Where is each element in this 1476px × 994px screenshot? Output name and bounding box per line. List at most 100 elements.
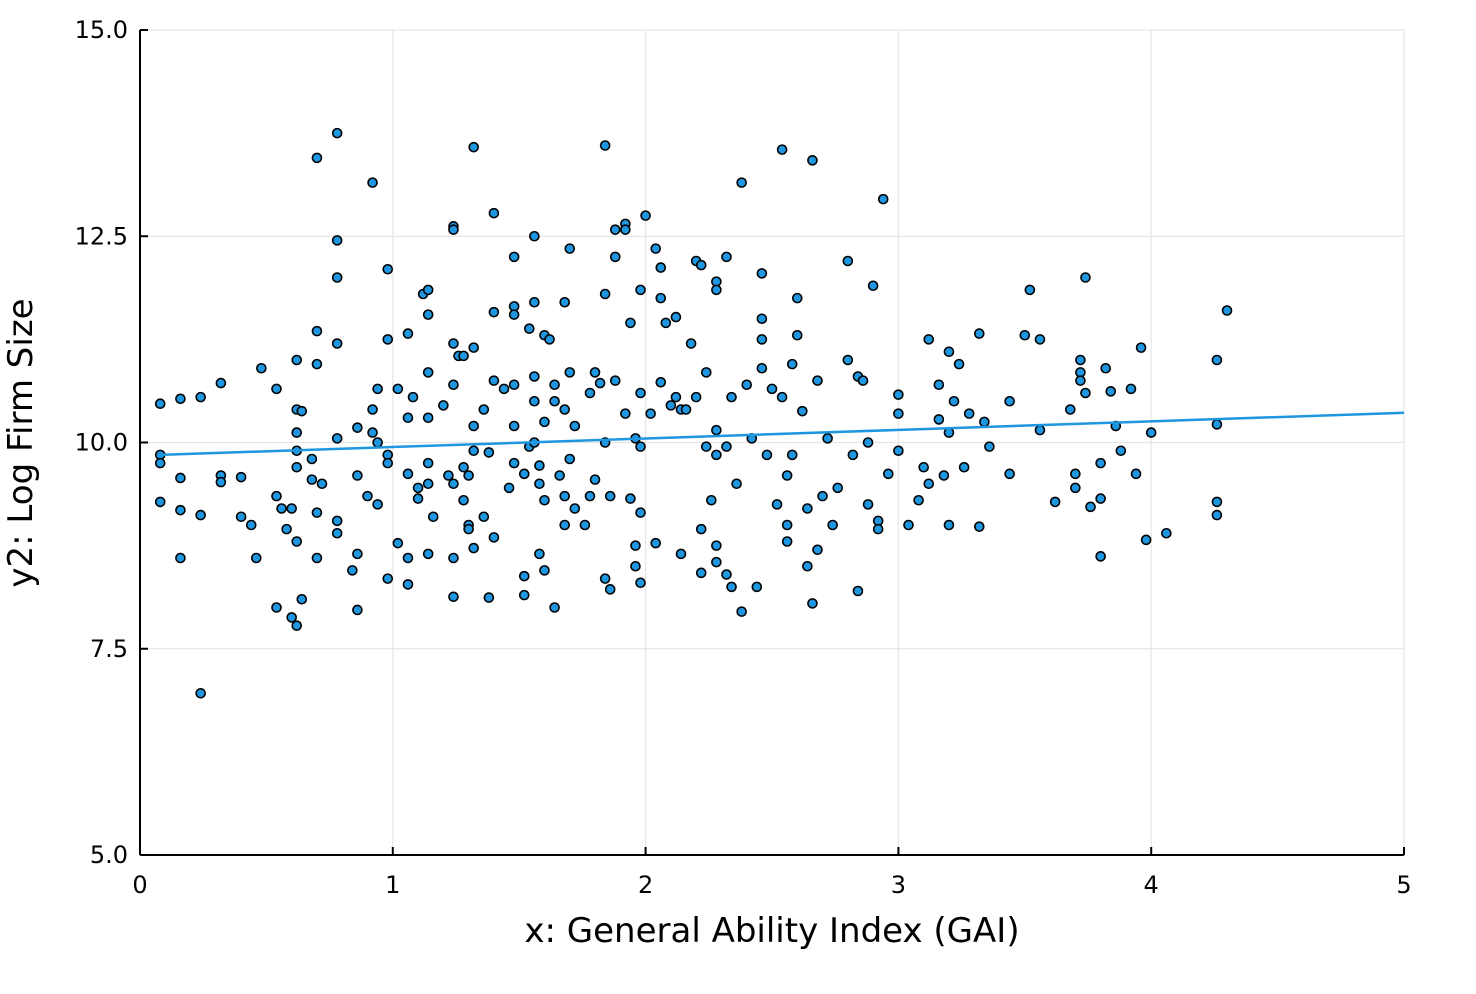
point: [508, 251, 520, 263]
point: [776, 391, 788, 403]
point: [807, 598, 818, 609]
point: [352, 604, 363, 616]
point: [296, 593, 308, 605]
point: [781, 536, 793, 547]
point: [781, 519, 793, 531]
point: [524, 323, 535, 334]
point: [579, 519, 591, 531]
point: [291, 536, 303, 547]
point: [286, 503, 297, 514]
point: [862, 437, 874, 448]
point: [609, 224, 621, 235]
point: [463, 523, 474, 535]
point: [256, 362, 267, 374]
point: [1070, 468, 1081, 480]
point: [756, 334, 768, 345]
point: [291, 354, 303, 366]
point: [771, 499, 783, 510]
point: [331, 527, 343, 539]
point: [802, 560, 813, 572]
point: [559, 296, 571, 308]
point: [721, 251, 732, 263]
point: [645, 408, 656, 419]
point: [635, 284, 646, 296]
point: [756, 313, 768, 325]
point: [1065, 404, 1076, 415]
point: [529, 395, 540, 407]
y-tick-label: 12.5: [75, 222, 128, 250]
point: [549, 379, 560, 391]
point: [508, 420, 520, 432]
point: [468, 141, 479, 153]
point: [215, 377, 227, 389]
point: [443, 470, 454, 481]
point: [331, 433, 343, 444]
point: [1115, 445, 1127, 457]
point: [594, 377, 606, 389]
point: [913, 494, 924, 506]
point: [670, 391, 682, 403]
point: [700, 367, 712, 378]
point: [943, 519, 955, 531]
point: [458, 461, 469, 473]
point: [812, 375, 823, 386]
point: [1095, 457, 1106, 469]
point: [468, 420, 479, 432]
point: [872, 523, 884, 535]
point: [311, 152, 323, 164]
point: [402, 579, 414, 590]
point: [675, 548, 687, 560]
point: [215, 476, 227, 488]
point: [680, 404, 692, 415]
point: [766, 383, 778, 395]
point: [564, 453, 576, 465]
point: [650, 537, 662, 549]
point: [1034, 334, 1046, 345]
point: [549, 395, 560, 407]
point: [1080, 387, 1091, 399]
point: [1080, 272, 1091, 283]
point: [458, 350, 469, 362]
point: [609, 251, 621, 263]
x-tick-label: 1: [385, 871, 400, 899]
point: [1095, 493, 1106, 504]
x-tick-label: 3: [891, 871, 906, 899]
point: [786, 449, 798, 461]
point: [711, 556, 722, 568]
x-tick-label: 2: [638, 871, 653, 899]
point: [711, 540, 722, 551]
point: [331, 272, 343, 283]
point: [402, 412, 414, 424]
point: [534, 460, 545, 471]
point: [316, 478, 328, 490]
point: [721, 569, 732, 580]
point: [508, 457, 520, 469]
point: [711, 284, 722, 296]
point: [700, 441, 712, 452]
y-axis-label: y2: Log Firm Size: [1, 298, 41, 587]
point: [422, 284, 434, 296]
point: [422, 367, 434, 378]
point: [331, 338, 343, 349]
point: [963, 408, 975, 419]
point: [382, 573, 394, 584]
point: [726, 581, 737, 593]
y-tick-label: 15.0: [75, 16, 128, 44]
point: [154, 496, 166, 508]
point: [412, 482, 424, 494]
point: [271, 383, 282, 395]
y-tick-label: 7.5: [90, 635, 128, 663]
point: [1161, 527, 1172, 539]
point: [903, 519, 914, 531]
point: [802, 503, 813, 514]
point: [776, 144, 788, 155]
point: [852, 585, 864, 597]
point: [372, 383, 383, 395]
point: [195, 687, 206, 699]
point: [352, 548, 363, 560]
point: [1034, 424, 1046, 436]
point: [721, 441, 732, 452]
point: [695, 567, 707, 579]
axes: 0 1 2 3 4 5 5.0 7.5 10.0 12.5 15.0: [75, 16, 1412, 899]
